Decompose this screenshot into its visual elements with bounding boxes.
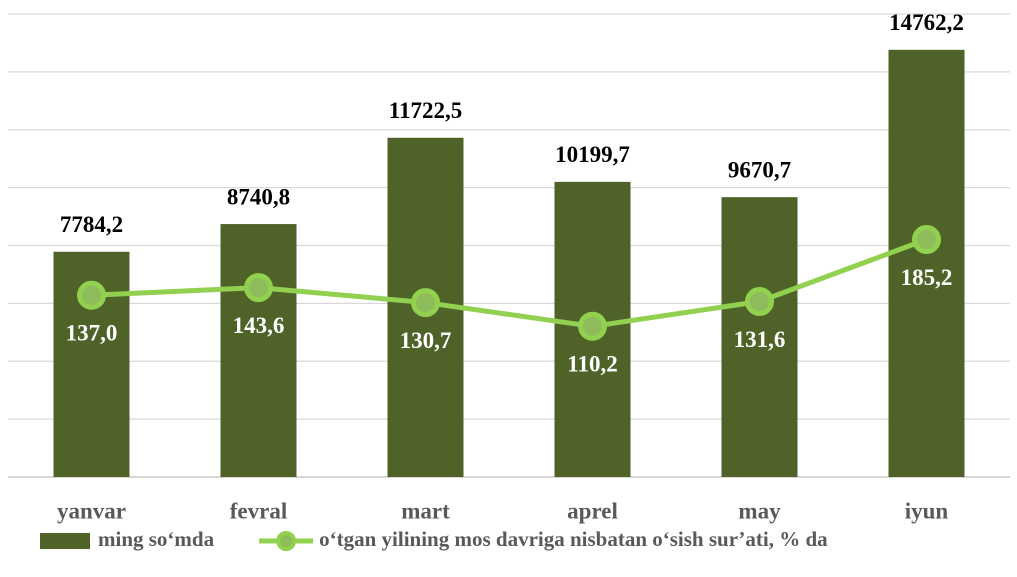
x-tick-label: yanvar bbox=[57, 498, 126, 523]
bar-value-label: 9670,7 bbox=[728, 157, 791, 182]
x-tick-label: iyun bbox=[905, 498, 949, 523]
line-value-label: 131,6 bbox=[734, 327, 786, 352]
line-point bbox=[411, 288, 440, 318]
legend-label: o‘tgan yilining mos davriga nisbatan o‘s… bbox=[319, 527, 828, 551]
line-value-label: 130,7 bbox=[400, 328, 452, 353]
line-value-label: 185,2 bbox=[901, 265, 953, 290]
bar-value-label: 8740,8 bbox=[227, 184, 290, 209]
bar bbox=[220, 224, 297, 477]
legend-marker bbox=[276, 531, 297, 551]
legend-label: ming so‘mda bbox=[98, 527, 215, 551]
x-tick-label: may bbox=[738, 498, 781, 523]
line-value-label: 110,2 bbox=[567, 352, 617, 377]
bar bbox=[721, 197, 798, 477]
bar-value-label: 7784,2 bbox=[60, 212, 123, 237]
bar-value-label: 10199,7 bbox=[555, 142, 630, 167]
line-point bbox=[244, 273, 273, 303]
bar-value-label: 11722,5 bbox=[389, 98, 462, 123]
line bbox=[91, 237, 928, 329]
bar-value-label: 14762,2 bbox=[889, 10, 964, 35]
line-point bbox=[578, 311, 607, 341]
line-point bbox=[912, 224, 941, 254]
line-value-label: 143,6 bbox=[233, 313, 285, 338]
line-point bbox=[77, 280, 106, 310]
x-tick-label: mart bbox=[401, 498, 450, 523]
bar bbox=[888, 49, 965, 477]
line-value-label: 137,0 bbox=[66, 321, 118, 346]
x-tick-label: fevral bbox=[230, 498, 287, 523]
x-tick-label: aprel bbox=[567, 498, 618, 523]
legend-swatch bbox=[40, 533, 90, 549]
line-point bbox=[745, 287, 774, 317]
